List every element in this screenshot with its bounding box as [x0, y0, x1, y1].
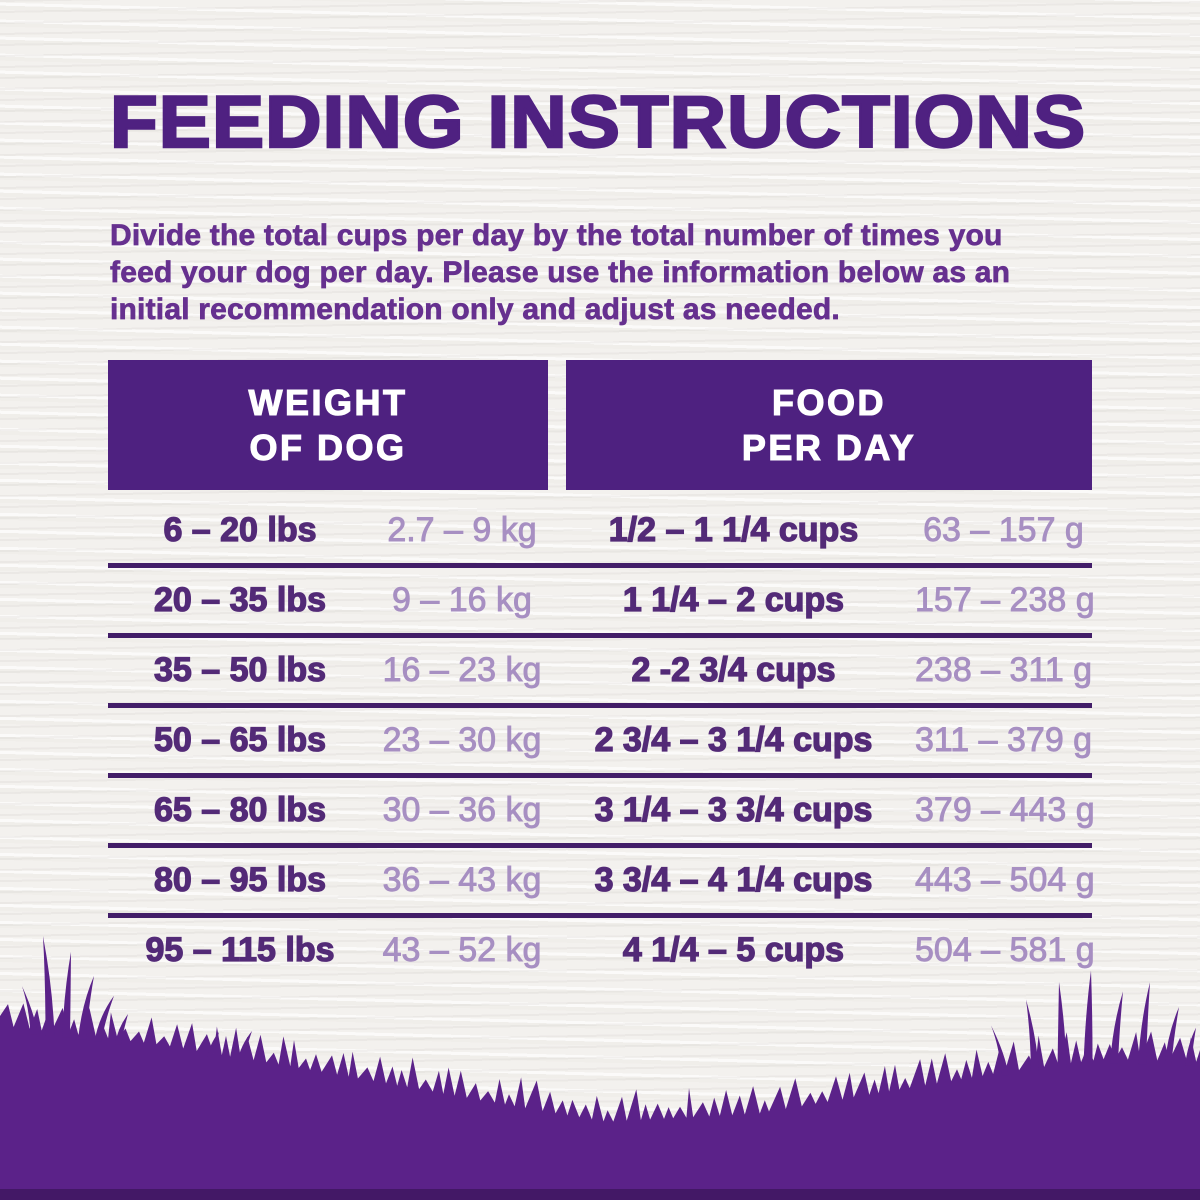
cell-food-cups: 1 1/4 – 2 cups — [622, 580, 845, 619]
header-food-line1: FOOD — [771, 381, 886, 423]
table-row: 65 – 80 lbs 30 – 36 kg 3 1/4 – 3 3/4 cup… — [108, 778, 1096, 848]
table-row: 95 – 115 lbs 43 – 52 kg 4 1/4 – 5 cups 5… — [108, 918, 1096, 983]
cell-weight-kg: 2.7 – 9 kg — [387, 511, 537, 550]
table-header-row: WEIGHT OF DOG FOOD PER DAY — [108, 360, 1092, 490]
intro-line: feed your dog per day. Please use the in… — [110, 256, 1011, 290]
cell-food-grams: 443 – 504 g — [915, 861, 1096, 900]
cell-food-cups: 2 -2 3/4 cups — [631, 650, 836, 689]
cell-food-cups: 1/2 – 1 1/4 cups — [608, 510, 859, 549]
cell-food-cups: 3 3/4 – 4 1/4 cups — [594, 860, 873, 899]
header-weight-line1: WEIGHT — [248, 381, 408, 423]
header-food-per-day: FOOD PER DAY — [566, 360, 1092, 490]
cell-food-grams: 311 – 379 g — [915, 721, 1093, 760]
cell-weight-kg: 36 – 43 kg — [382, 861, 542, 900]
cell-food-cups: 4 1/4 – 5 cups — [622, 930, 845, 969]
cell-weight-lbs: 80 – 95 lbs — [153, 860, 326, 899]
table-row: 6 – 20 lbs 2.7 – 9 kg 1/2 – 1 1/4 cups 6… — [108, 498, 1092, 568]
table-row: 80 – 95 lbs 36 – 43 kg 3 3/4 – 4 1/4 cup… — [108, 848, 1096, 918]
feeding-table: WEIGHT OF DOG FOOD PER DAY 6 – 20 lbs 2.… — [108, 360, 1096, 983]
cell-food-cups: 2 3/4 – 3 1/4 cups — [594, 720, 873, 759]
cell-weight-lbs: 6 – 20 lbs — [163, 510, 317, 549]
cell-weight-kg: 43 – 52 kg — [382, 931, 542, 970]
table-row: 50 – 65 lbs 23 – 30 kg 2 3/4 – 3 1/4 cup… — [108, 708, 1093, 778]
cell-food-grams: 238 – 311 g — [915, 651, 1093, 690]
cell-weight-lbs: 35 – 50 lbs — [153, 650, 326, 689]
cell-weight-kg: 16 – 23 kg — [382, 651, 542, 690]
cell-food-grams: 379 – 443 g — [915, 791, 1096, 830]
intro-line: initial recommendation only and adjust a… — [110, 293, 840, 327]
header-food-line2: PER DAY — [741, 426, 917, 468]
header-weight-line2: OF DOG — [249, 426, 407, 468]
cell-weight-kg: 30 – 36 kg — [382, 791, 542, 830]
cell-weight-lbs: 95 – 115 lbs — [145, 930, 335, 969]
cell-weight-kg: 23 – 30 kg — [382, 721, 542, 760]
cell-weight-lbs: 20 – 35 lbs — [153, 580, 326, 619]
cell-weight-kg: 9 – 16 kg — [392, 581, 533, 620]
cell-weight-lbs: 50 – 65 lbs — [153, 720, 326, 759]
cell-food-grams: 63 – 157 g — [923, 511, 1085, 550]
cell-weight-lbs: 65 – 80 lbs — [153, 790, 326, 829]
table-row: 20 – 35 lbs 9 – 16 kg 1 1/4 – 2 cups 157… — [108, 568, 1096, 638]
intro-line: Divide the total cups per day by the tot… — [110, 219, 1003, 253]
table-row: 35 – 50 lbs 16 – 23 kg 2 -2 3/4 cups 238… — [108, 638, 1093, 708]
cell-food-grams: 157 – 238 g — [915, 581, 1096, 620]
page-title: FEEDING INSTRUCTIONS — [109, 82, 1087, 163]
header-weight-of-dog: WEIGHT OF DOG — [108, 360, 548, 490]
cell-food-grams: 504 – 581 g — [915, 931, 1096, 970]
table-body: 6 – 20 lbs 2.7 – 9 kg 1/2 – 1 1/4 cups 6… — [108, 490, 1096, 983]
cell-food-cups: 3 1/4 – 3 3/4 cups — [594, 790, 873, 829]
intro-text: Divide the total cups per day by the tot… — [110, 217, 1200, 328]
grass-silhouette — [0, 936, 1200, 1200]
